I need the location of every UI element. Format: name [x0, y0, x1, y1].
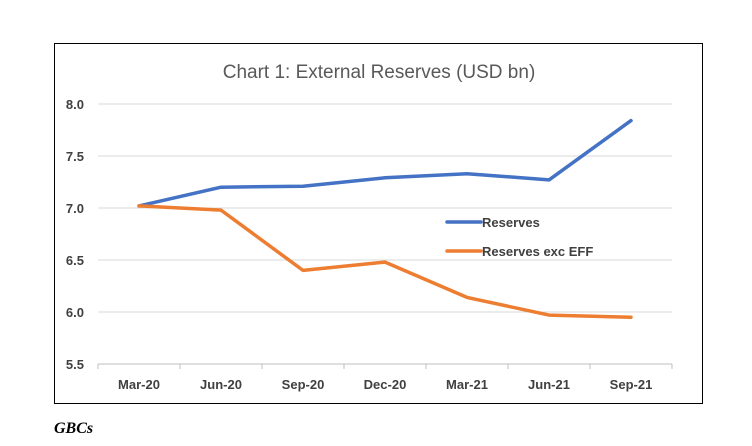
x-tick-label: Jun-21 — [528, 377, 570, 392]
gridlines — [98, 103, 672, 365]
x-tick-label: Jun-20 — [200, 377, 242, 392]
y-tick-label: 8.0 — [66, 97, 84, 112]
series-lines — [137, 118, 633, 319]
series-line-reserves — [137, 118, 633, 208]
x-tick-label: Sep-21 — [610, 377, 653, 392]
source-note: GBCs — [54, 420, 94, 437]
y-tick-label: 7.5 — [66, 149, 84, 164]
chart-frame — [54, 43, 703, 404]
legend: Reserves Reserves exc EFF — [445, 215, 593, 259]
y-tick-label: 6.0 — [66, 305, 84, 320]
y-tick-label: 5.5 — [66, 357, 84, 372]
x-tick-label: Mar-21 — [446, 377, 488, 392]
y-tick-label: 6.5 — [66, 253, 84, 268]
x-tick-label: Dec-20 — [364, 377, 407, 392]
legend-label: Reserves exc EFF — [482, 244, 593, 259]
x-axis-ticks: Mar-20 Jun-20 Sep-20 Dec-20 Mar-21 Jun-21 Sep-… — [97, 364, 673, 392]
x-tick-label: Sep-20 — [282, 377, 325, 392]
series-line-reserves-exc-eff — [137, 204, 633, 319]
x-tick-label: Mar-20 — [118, 377, 160, 392]
y-axis-ticks: 5.5 6.0 6.5 7.0 7.5 8.0 — [66, 97, 84, 372]
chart-title: Chart 1: External Reserves (USD bn) — [223, 62, 536, 83]
y-tick-label: 7.0 — [66, 201, 84, 216]
legend-label: Reserves — [482, 215, 540, 230]
